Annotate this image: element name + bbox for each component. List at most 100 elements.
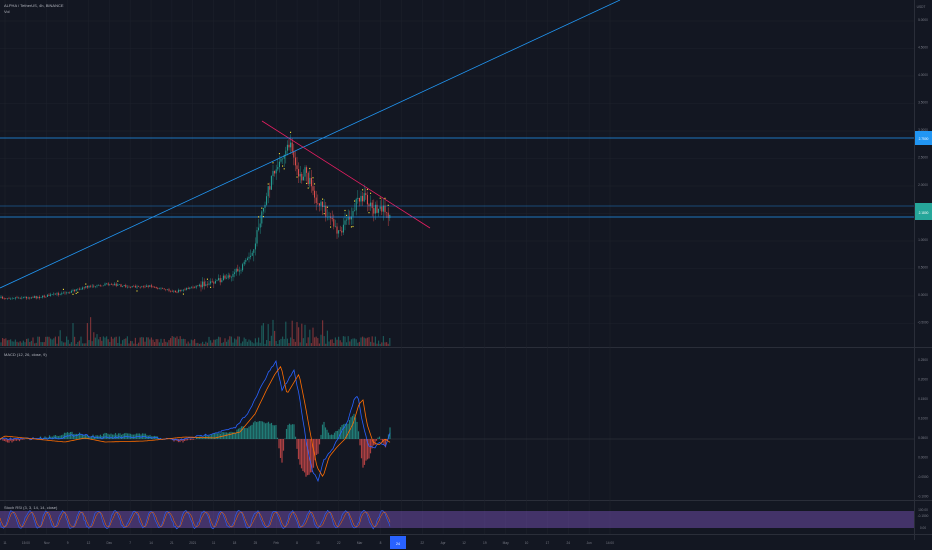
candle-body <box>176 292 178 293</box>
volume-bar <box>146 337 148 346</box>
descending-resistance-line[interactable] <box>261 120 431 229</box>
volume-bar <box>187 341 189 346</box>
ascending-trend-line[interactable] <box>0 0 621 289</box>
stoch-rsi-pane[interactable] <box>0 501 914 534</box>
time-axis-label: Jun <box>587 541 592 545</box>
signal-marker <box>384 197 386 199</box>
macd-histogram-bar <box>53 435 55 439</box>
stoch-rsi-d-line[interactable] <box>0 511 391 528</box>
macd-histogram-bar <box>363 439 366 465</box>
volume-bar <box>69 343 71 346</box>
macd-histogram-bar <box>320 434 322 439</box>
volume-bar <box>19 341 21 346</box>
signal-marker <box>350 226 352 228</box>
candle-body <box>278 161 280 168</box>
candle-body <box>182 289 184 291</box>
volume-bar <box>29 341 31 346</box>
volume-bar <box>274 330 276 346</box>
volume-bar <box>181 338 183 346</box>
macd-legend[interactable]: MACD (12, 26, close, 9) <box>4 352 50 357</box>
signal-marker <box>85 283 87 285</box>
volume-bar <box>206 342 208 346</box>
macd-histogram-bar <box>125 432 127 439</box>
price-axis[interactable]: 5.0000 4.5000 4.0000 3.5000 3.0000 2.5000 2.00… <box>918 18 929 325</box>
candle-body <box>94 286 96 287</box>
volume-bar <box>238 336 240 346</box>
volume-bar <box>368 337 370 346</box>
volume-bar <box>330 339 332 346</box>
time-axis[interactable]: 11 15:00 Nov 9 12 Dec 7 14 21 2021 11 18 25 Feb 8 15 22 M… <box>3 541 614 545</box>
candle-body <box>106 283 108 284</box>
volume-legend[interactable]: Vol <box>4 9 13 14</box>
price-axis-label: 1.0000 <box>918 238 928 242</box>
signal-marker <box>258 216 260 218</box>
time-axis-label: 24 <box>567 541 571 545</box>
macd-histogram-bar <box>317 439 319 454</box>
macd-signal-line[interactable] <box>0 365 391 477</box>
volume-bar <box>358 341 360 346</box>
volume-bar <box>0 342 2 346</box>
candle-body <box>277 167 279 170</box>
stoch-rsi-axis[interactable]: 100.00 0.00 <box>918 508 928 530</box>
macd-histogram-bar <box>213 433 216 439</box>
volume-bar <box>90 317 92 346</box>
time-axis-label: 21 <box>170 541 174 545</box>
macd-histogram-bar <box>218 432 220 439</box>
signal-marker <box>306 182 308 185</box>
macd-histogram-bar <box>54 435 57 439</box>
candle-body <box>266 196 268 205</box>
candle-body <box>346 219 348 221</box>
volume-bar <box>336 339 338 346</box>
candle-body <box>371 202 373 209</box>
time-axis-label: 22 <box>420 541 424 545</box>
macd-histogram-bar <box>87 436 90 439</box>
volume-bar <box>270 335 272 346</box>
candle-body <box>22 297 24 298</box>
volume-title[interactable]: Vol <box>4 9 10 14</box>
macd-axis[interactable]: 0.2500 0.2000 0.1500 0.1000 0.0500 0.0000 -0.0… <box>918 358 929 518</box>
macd-title[interactable]: MACD (12, 26, close, 9) <box>4 352 47 357</box>
macd-histogram-bar <box>270 422 273 439</box>
macd-histogram-bar <box>204 434 207 439</box>
volume-bar <box>123 338 125 346</box>
candle-body <box>285 150 287 155</box>
candle-body <box>133 285 135 287</box>
candle-body <box>181 290 183 292</box>
volume-bar <box>294 341 296 346</box>
signal-marker <box>314 183 316 185</box>
macd-axis-label: -0.0500 <box>918 475 929 479</box>
volume-bar <box>75 343 77 346</box>
candle-body <box>5 298 7 300</box>
stoch-rsi-legend[interactable]: Stoch RSI (3, 3, 14, 14, close) <box>4 505 60 510</box>
candle-body <box>141 286 143 288</box>
candle-body <box>306 167 308 173</box>
macd-histogram-bar <box>131 434 133 439</box>
candle-body <box>24 296 26 298</box>
candle-body <box>245 260 247 262</box>
symbol-title[interactable]: ALPHA / TetherUS, 4h, BINANCE <box>4 3 64 8</box>
macd-histogram-bar <box>63 432 66 439</box>
candle-body <box>166 289 168 290</box>
macd-axis-label: 0.2500 <box>918 358 928 362</box>
macd-pane[interactable] <box>0 348 914 500</box>
price-axis-label: 2.5000 <box>918 156 928 160</box>
volume-bar <box>334 337 336 346</box>
candle-body <box>230 276 232 278</box>
stoch-rsi-title[interactable]: Stoch RSI (3, 3, 14, 14, close) <box>4 505 58 510</box>
volume-bar <box>288 343 290 346</box>
time-axis-label: 19 <box>483 541 487 545</box>
main-pane[interactable] <box>0 0 914 347</box>
macd-histogram-bar <box>122 433 124 439</box>
macd-histogram-bar <box>21 439 24 440</box>
candle-body <box>147 285 149 287</box>
candlesticks[interactable] <box>0 134 391 301</box>
symbol-legend[interactable]: ALPHA / TetherUS, 4h, BINANCE <box>4 3 67 8</box>
macd-histogram-bar <box>282 439 285 451</box>
stoch-rsi-k-line[interactable] <box>0 509 391 530</box>
candle-body <box>314 190 316 198</box>
time-axis-label: Mar <box>357 541 363 545</box>
candle-body <box>259 223 261 228</box>
time-axis-label: 12 <box>87 541 91 545</box>
